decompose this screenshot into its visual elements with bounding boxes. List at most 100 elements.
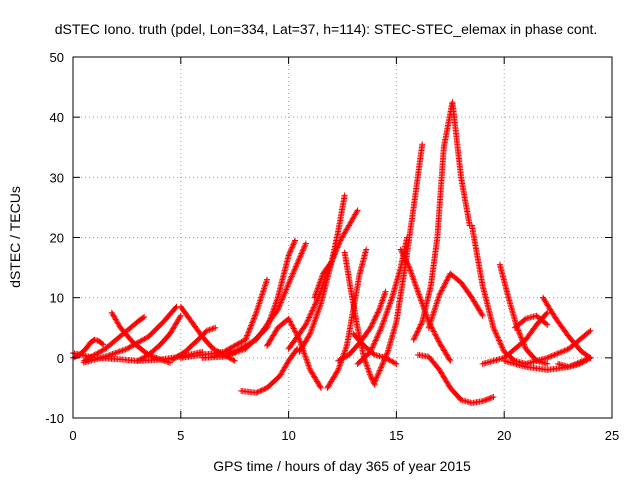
- data-series: [522, 327, 594, 367]
- data-point: [492, 330, 499, 337]
- data-point: [105, 352, 112, 359]
- data-series: [335, 288, 389, 364]
- data-point: [299, 249, 306, 256]
- data-point: [209, 325, 216, 332]
- data-point: [248, 322, 255, 329]
- data-point: [302, 321, 309, 328]
- data-point: [293, 347, 300, 354]
- data-point: [245, 328, 252, 335]
- data-point: [415, 325, 422, 332]
- data-point: [498, 343, 505, 350]
- data-point: [561, 347, 568, 354]
- data-point: [264, 276, 271, 283]
- x-tick-label: 0: [69, 428, 76, 443]
- data-point: [310, 304, 317, 311]
- data-point: [257, 387, 264, 394]
- data-point: [370, 317, 377, 324]
- data-point: [499, 344, 506, 351]
- data-point: [551, 351, 558, 358]
- data-point: [282, 289, 289, 296]
- y-axis-ticks: -10 0 10 20 30 40 50: [45, 50, 612, 426]
- data-point: [287, 319, 294, 326]
- data-point: [401, 254, 408, 261]
- data-point: [517, 333, 524, 340]
- data-point: [250, 315, 257, 322]
- data-point: [377, 326, 384, 333]
- data-point: [109, 351, 116, 358]
- data-series: [238, 345, 301, 396]
- data-point: [274, 306, 281, 313]
- data-point: [491, 326, 498, 333]
- data-point: [251, 313, 258, 320]
- data-point: [586, 355, 593, 362]
- data-point: [367, 348, 374, 355]
- data-point: [334, 368, 341, 375]
- data-point: [292, 328, 299, 335]
- data-point: [246, 326, 253, 333]
- x-axis-label: GPS time / hours of day 365 of year 2015: [213, 458, 471, 474]
- data-point: [311, 303, 318, 310]
- data-point: [368, 374, 375, 381]
- data-point: [289, 272, 296, 279]
- data-point: [446, 356, 453, 363]
- data-point: [287, 248, 294, 255]
- data-point: [261, 386, 268, 393]
- data-point: [307, 311, 314, 318]
- data-point: [285, 252, 292, 259]
- data-point: [363, 246, 370, 253]
- data-series: [311, 207, 361, 301]
- data-point: [492, 328, 499, 335]
- data-point: [401, 253, 408, 260]
- data-point: [370, 319, 377, 326]
- data-point: [292, 264, 299, 271]
- data-point: [375, 330, 382, 337]
- data-point: [277, 300, 284, 307]
- data-point: [373, 312, 380, 319]
- data-point: [374, 333, 381, 340]
- data-point: [284, 283, 291, 290]
- data-point: [353, 208, 360, 215]
- data-point: [292, 263, 299, 270]
- data-point: [373, 376, 380, 383]
- data-point: [289, 270, 296, 277]
- data-point: [378, 363, 385, 370]
- data-point: [116, 348, 123, 355]
- data-point: [411, 334, 418, 341]
- data-point: [285, 280, 292, 287]
- data-point: [330, 254, 337, 261]
- data-point: [402, 256, 409, 263]
- data-point: [480, 397, 487, 404]
- data-series: [169, 324, 219, 363]
- data-point: [398, 247, 405, 254]
- data-series: [414, 351, 497, 406]
- data-series: [555, 354, 594, 370]
- data-point: [285, 282, 292, 289]
- data-point: [205, 327, 212, 334]
- data-point: [557, 349, 564, 356]
- data-point: [487, 394, 494, 401]
- data-point: [494, 333, 501, 340]
- data-point: [285, 315, 292, 322]
- data-point: [297, 253, 304, 260]
- data-series: [425, 270, 486, 331]
- data-point: [291, 238, 298, 245]
- data-point: [375, 308, 382, 315]
- data-point: [231, 357, 238, 364]
- data-point: [306, 313, 313, 320]
- data-point: [447, 357, 454, 364]
- data-point: [411, 335, 418, 342]
- data-point: [373, 336, 380, 343]
- data-point: [517, 331, 524, 338]
- data-point: [373, 334, 380, 341]
- y-tick-label: 0: [57, 351, 64, 366]
- data-point: [291, 326, 298, 333]
- data-point: [288, 245, 295, 252]
- data-point: [496, 338, 503, 345]
- data-point: [289, 324, 296, 331]
- data-point: [298, 250, 305, 257]
- x-tick-label: 5: [177, 428, 184, 443]
- data-point: [305, 315, 312, 322]
- data-point: [544, 354, 551, 361]
- data-point: [286, 317, 293, 324]
- data-point: [372, 377, 379, 384]
